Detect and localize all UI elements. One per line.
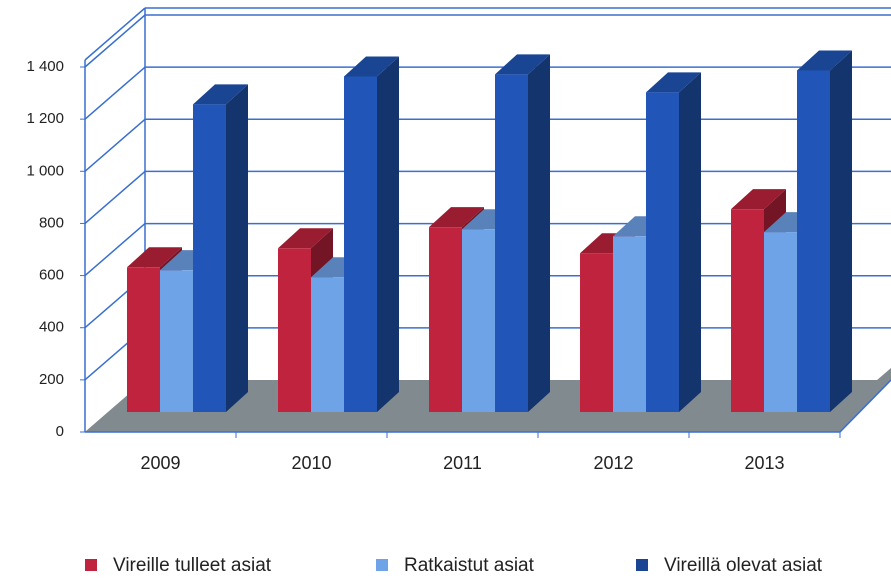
bar-top xyxy=(193,84,248,105)
bar xyxy=(613,236,646,412)
y-tick-label: 0 xyxy=(56,423,64,440)
y-tick-label: 800 xyxy=(39,214,64,231)
bar xyxy=(495,74,528,412)
wall-edge xyxy=(84,7,146,61)
x-tick-label: 2009 xyxy=(140,453,180,473)
legend-swatch xyxy=(85,559,97,571)
y-tick-label: 1 400 xyxy=(26,58,64,75)
x-tick-label: 2011 xyxy=(443,453,482,473)
grid-line xyxy=(84,118,146,172)
bar-side xyxy=(377,56,399,412)
bar-side xyxy=(830,50,852,412)
bar-top xyxy=(278,228,333,249)
y-tick-label: 1 000 xyxy=(26,162,64,179)
bar-side xyxy=(226,84,248,412)
bar-side xyxy=(679,72,701,412)
bar xyxy=(764,232,797,412)
bar-side xyxy=(528,54,550,412)
bar-top xyxy=(495,54,550,75)
bar-top xyxy=(429,207,484,228)
x-tick-label: 2012 xyxy=(593,453,633,473)
bar xyxy=(160,270,193,412)
legend-label: Ratkaistut asiat xyxy=(404,555,535,576)
bar-top xyxy=(646,72,701,93)
y-tick-label: 600 xyxy=(39,267,64,284)
bar xyxy=(344,76,377,412)
bar-top xyxy=(797,50,852,71)
y-tick-label: 200 xyxy=(39,371,64,388)
bar xyxy=(311,277,344,412)
floor-edge xyxy=(839,379,891,433)
bar xyxy=(429,227,462,412)
x-tick-label: 2013 xyxy=(744,453,784,473)
bar xyxy=(580,253,613,412)
grid-line xyxy=(84,14,146,68)
bar xyxy=(797,70,830,412)
x-tick-label: 2010 xyxy=(291,453,331,473)
y-tick-label: 1 200 xyxy=(26,110,64,127)
legend-swatch xyxy=(376,559,388,571)
y-tick-label: 400 xyxy=(39,319,64,336)
bar xyxy=(462,229,495,412)
bar xyxy=(278,248,311,412)
bar-top xyxy=(127,247,182,268)
bar xyxy=(646,92,679,412)
grid-line xyxy=(84,66,146,120)
bar-top xyxy=(344,56,399,77)
bar xyxy=(193,104,226,412)
grid-line xyxy=(84,170,146,224)
bar xyxy=(731,209,764,412)
legend-label: Vireillä olevat asiat xyxy=(664,555,823,576)
legend-label: Vireille tulleet asiat xyxy=(113,555,272,576)
grid-line xyxy=(84,223,146,277)
bar xyxy=(127,267,160,412)
bar-top xyxy=(731,189,786,210)
legend-swatch xyxy=(636,559,648,571)
